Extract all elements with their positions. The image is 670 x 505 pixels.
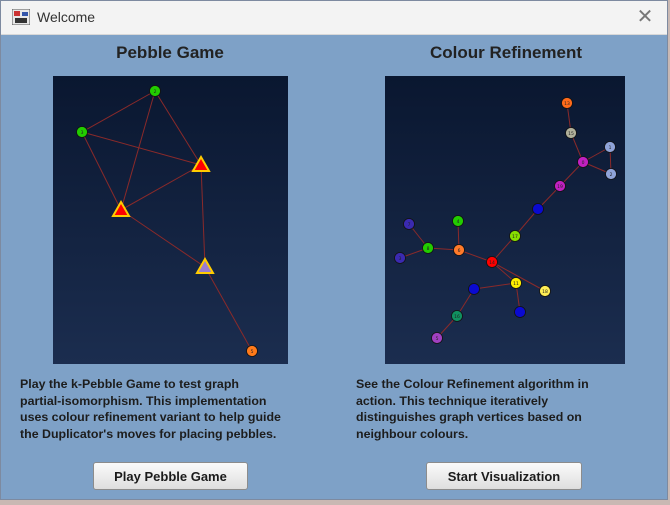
close-button[interactable]: ✕ — [633, 5, 657, 29]
title-bar: Welcome ✕ — [1, 1, 667, 35]
node-label: 8 — [427, 246, 430, 252]
node-label: 17 — [512, 234, 518, 240]
graph-edge — [491, 261, 546, 292]
graph-edge — [120, 90, 156, 211]
graph-node — [394, 252, 406, 264]
window-title: Welcome — [37, 9, 96, 25]
description-line: the Duplicator's moves for placing pebbl… — [20, 426, 277, 441]
graph-edge — [473, 282, 517, 290]
node-label: 13 — [564, 101, 570, 107]
node-label: 2 — [610, 172, 613, 178]
node-label: 18 — [542, 289, 548, 295]
graph-edge — [120, 164, 202, 211]
refinement-graph: 13 15 1 0 2 19 17 4 7 8 6 3 14 11 18 16 5 — [394, 97, 617, 344]
close-icon: ✕ — [636, 6, 654, 28]
description-line: partial-isomorphism. This implementation — [20, 393, 267, 408]
node-label: 19 — [557, 184, 563, 190]
graph-node — [514, 306, 526, 318]
graph-node — [468, 283, 480, 295]
node-label: 5 — [251, 349, 254, 355]
description-line: Play the k-Pebble Game to test graph — [20, 377, 239, 391]
graph-edge — [120, 209, 206, 268]
graph-node — [577, 156, 589, 168]
graph-edge — [154, 90, 202, 166]
node-label: 2 — [154, 89, 157, 95]
graph-node — [532, 203, 544, 215]
pebble-game-title: Pebble Game — [116, 43, 224, 62]
description-line: neighbour colours. — [356, 426, 469, 441]
graph-edge — [81, 131, 122, 211]
node-label: 0 — [582, 160, 585, 166]
node-label: 5 — [436, 336, 439, 342]
graph-edge — [200, 164, 206, 268]
graph-node — [403, 218, 415, 230]
graph-node — [510, 277, 522, 289]
description-line: action. This technique iteratively — [356, 393, 549, 408]
graph-node — [451, 310, 463, 322]
graph-node — [539, 285, 551, 297]
colour-refinement-description: See the Colour Refinement algorithm in a… — [356, 376, 656, 442]
graph-node — [509, 230, 521, 242]
graph-node — [565, 127, 577, 139]
description-line: uses colour refinement variant to help g… — [20, 410, 281, 424]
colour-refinement-preview: 13 15 1 0 2 19 17 4 7 8 6 3 14 11 18 16 5 — [385, 76, 625, 364]
description-line: See the Colour Refinement algorithm in — [356, 377, 589, 391]
node-label: 11 — [513, 281, 519, 287]
graph-node — [431, 332, 443, 344]
start-visualization-button[interactable]: Start Visualization — [426, 462, 582, 490]
graph-node — [605, 168, 617, 180]
pebble-node — [195, 256, 215, 274]
description-line: distinguishes graph vertices based on — [356, 410, 582, 424]
node-label: 15 — [568, 131, 574, 137]
node-label: 1 — [609, 145, 612, 151]
node-label: 14 — [489, 260, 495, 266]
node-label: 7 — [408, 222, 411, 228]
graph-node — [76, 126, 88, 138]
graph-edge — [81, 90, 156, 133]
pebble-game-preview: 2 3 5 — [53, 76, 288, 364]
graph-edge — [81, 131, 202, 166]
graph-node — [246, 345, 258, 357]
node-label: 4 — [457, 219, 460, 225]
graph-edge — [514, 208, 539, 237]
java-app-icon — [12, 9, 30, 25]
pebble-graph: 2 3 5 — [76, 85, 258, 357]
pebble-game-description: Play the k-Pebble Game to test graph par… — [20, 376, 320, 442]
play-pebble-game-button[interactable]: Play Pebble Game — [93, 462, 248, 490]
node-label: 6 — [458, 248, 461, 254]
graph-node — [604, 141, 616, 153]
graph-node — [149, 85, 161, 97]
node-label: 3 — [399, 256, 402, 262]
graph-node — [422, 242, 434, 254]
pebble-node — [191, 154, 211, 172]
graph-node — [554, 180, 566, 192]
colour-refinement-title: Colour Refinement — [429, 43, 583, 62]
graph-node — [486, 256, 498, 268]
graph-edge — [204, 266, 253, 352]
node-label: 3 — [81, 130, 84, 136]
graph-node — [452, 215, 464, 227]
graph-node — [453, 244, 465, 256]
node-label: 16 — [454, 314, 460, 320]
pebble-node — [111, 199, 131, 217]
graph-node — [561, 97, 573, 109]
